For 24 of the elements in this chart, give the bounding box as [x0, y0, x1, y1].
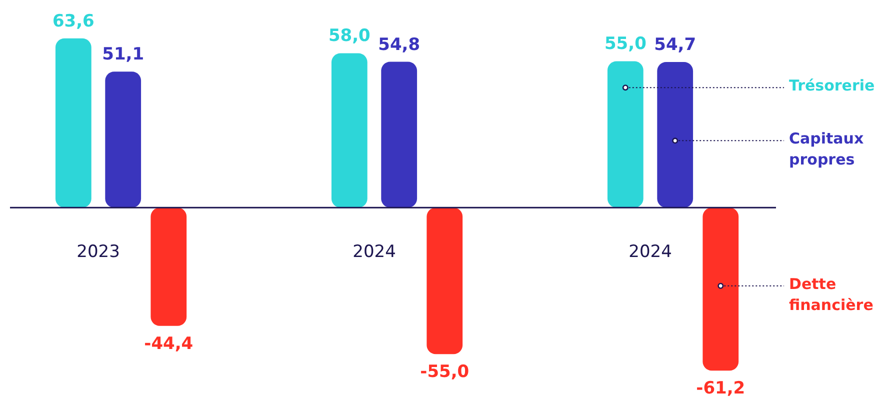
data-label: 54,8	[378, 34, 420, 55]
text: Trésorerie	[789, 76, 875, 95]
x-tick-label: 2024	[628, 242, 672, 262]
data-label: 54,7	[654, 35, 696, 56]
data-label: 58,0	[328, 26, 371, 46]
x-tick-label: 2023	[76, 242, 120, 262]
x-tick-label: 2024	[352, 242, 396, 262]
bar	[331, 53, 368, 208]
text: Capitaux propres	[789, 130, 864, 169]
bar	[381, 62, 418, 208]
bar	[105, 72, 142, 208]
bar	[657, 62, 694, 208]
bar	[150, 208, 187, 326]
data-label: -44,4	[144, 334, 194, 354]
data-label: 63,6	[52, 11, 94, 32]
data-label: -61,2	[696, 378, 746, 399]
bar	[607, 61, 644, 208]
data-label: 51,1	[102, 44, 144, 65]
bar	[55, 38, 92, 208]
bar	[702, 208, 739, 371]
text: Dette financière	[789, 274, 874, 314]
bar	[426, 208, 463, 354]
data-label: -55,0	[420, 362, 470, 382]
data-label: 55,0	[604, 34, 647, 54]
